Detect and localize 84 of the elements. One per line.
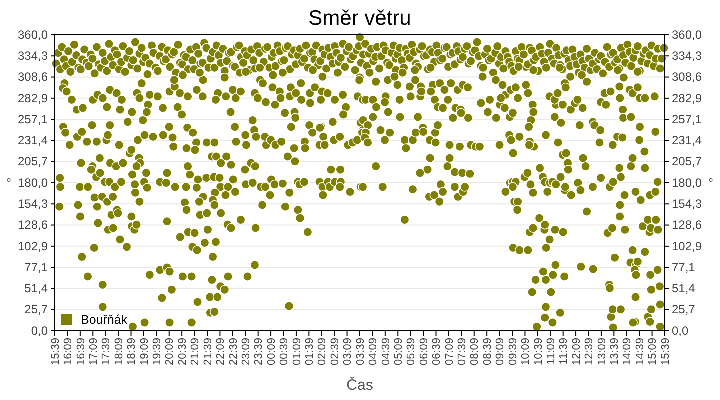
legend-label: Bouřňák <box>81 313 128 327</box>
y-tick-label: 102,9 <box>18 239 48 254</box>
y2-tick-label: 334,3 <box>672 48 702 63</box>
y-tick-label: 0,0 <box>31 324 48 338</box>
y-tick-label: 282,9 <box>18 91 48 106</box>
x-tick-label: 20:39 <box>176 338 189 366</box>
x-tick-label: 14:09 <box>622 338 634 366</box>
y-tick-label: 308,6 <box>18 70 48 84</box>
x-axis-title: Čas <box>346 376 374 394</box>
x-tick-label: 10:09 <box>520 338 532 366</box>
x-tick-label: 07:09 <box>444 338 456 366</box>
x-tick-label: 12:09 <box>570 338 583 366</box>
y2-tick-label: 180,0 <box>672 176 702 190</box>
x-tick-label: 03:39 <box>354 338 367 366</box>
y2-tick-label: 128,6 <box>672 218 702 232</box>
x-tick-label: 02:09 <box>316 338 329 366</box>
x-tick-label: 17:39 <box>100 338 113 366</box>
x-tick-label: 21:09 <box>190 338 202 366</box>
x-tick-label: 12:39 <box>584 338 596 366</box>
x-tick-label: 01:39 <box>304 338 316 366</box>
x-tick-label: 15:09 <box>647 338 660 366</box>
x-tick-label: 04:09 <box>368 338 380 366</box>
x-tick-label: 20:09 <box>164 338 176 366</box>
x-tick-label: 11:09 <box>545 338 558 365</box>
x-tick-label: 21:39 <box>202 338 214 366</box>
x-tick-label: 02:39 <box>329 338 342 366</box>
y2-tick-label: 257,1 <box>672 112 702 126</box>
x-tick-label: 05:39 <box>406 338 418 366</box>
x-tick-label: 22:09 <box>215 338 228 366</box>
x-tick-label: 19:09 <box>138 338 151 366</box>
y2-tick-label: 205,7 <box>672 154 702 169</box>
y2-tick-label: 308,6 <box>672 70 702 84</box>
x-tick-label: 11:39 <box>558 338 570 365</box>
x-tick-label: 23:39 <box>253 338 266 366</box>
x-tick-label: 13:09 <box>596 338 608 366</box>
x-tick-label: 18:39 <box>126 338 138 366</box>
y-tick-label: 77,1 <box>24 260 48 274</box>
x-tick-label: 14:39 <box>634 338 646 366</box>
y-tick-label: 25,7 <box>24 302 48 317</box>
x-tick-label: 13:39 <box>609 338 622 366</box>
x-tick-label: 23:09 <box>240 338 252 366</box>
x-tick-label: 19:39 <box>152 338 164 366</box>
x-tick-label: 04:39 <box>380 338 392 366</box>
y-axis-title: ° <box>6 176 12 191</box>
y2-tick-label: 102,9 <box>672 239 702 254</box>
y-tick-label: 360,0 <box>18 28 48 42</box>
x-tick-label: 15:39 <box>660 338 672 366</box>
x-tick-label: 05:09 <box>392 338 405 366</box>
y2-tick-label: 51,4 <box>672 282 696 296</box>
x-tick-label: 09:39 <box>507 338 520 366</box>
y2-axis-title: ° <box>708 176 714 191</box>
x-tick-label: 01:09 <box>291 338 304 366</box>
chart-title: Směr větru <box>308 7 412 30</box>
x-tick-label: 16:09 <box>62 338 75 366</box>
y2-tick-label: 154,3 <box>672 196 702 211</box>
y-tick-label: 51,4 <box>24 282 48 296</box>
y-tick-label: 257,1 <box>18 112 48 126</box>
y-tick-label: 128,6 <box>18 218 48 232</box>
y2-tick-label: 25,7 <box>672 302 696 317</box>
y2-tick-label: 360,0 <box>672 28 702 42</box>
x-tick-label: 15:39 <box>50 338 62 366</box>
y-tick-label: 180,0 <box>18 176 48 190</box>
x-tick-label: 08:39 <box>482 338 494 366</box>
x-tick-label: 17:09 <box>88 338 100 366</box>
x-tick-label: 18:09 <box>113 338 126 366</box>
x-tick-label: 06:39 <box>431 338 444 366</box>
x-tick-label: 16:39 <box>75 338 88 366</box>
x-tick-label: 08:09 <box>469 338 482 366</box>
x-tick-label: 00:09 <box>266 338 278 366</box>
x-tick-label: 03:09 <box>342 338 354 366</box>
x-tick-label: 09:09 <box>494 338 507 366</box>
y-tick-label: 205,7 <box>18 154 48 169</box>
y2-tick-label: 0,0 <box>672 324 690 338</box>
y2-tick-label: 231,4 <box>672 134 702 148</box>
x-tick-label: 00:39 <box>278 338 291 366</box>
x-tick-label: 07:39 <box>456 338 469 366</box>
y-tick-label: 231,4 <box>18 134 48 148</box>
y2-tick-label: 282,9 <box>672 91 702 106</box>
x-tick-label: 06:09 <box>418 338 430 366</box>
y-tick-label: 334,3 <box>18 48 48 63</box>
y-tick-label: 154,3 <box>18 196 48 211</box>
x-tick-label: 10:39 <box>532 338 545 366</box>
x-tick-label: 22:39 <box>228 338 240 366</box>
y2-tick-label: 77,1 <box>672 260 696 274</box>
